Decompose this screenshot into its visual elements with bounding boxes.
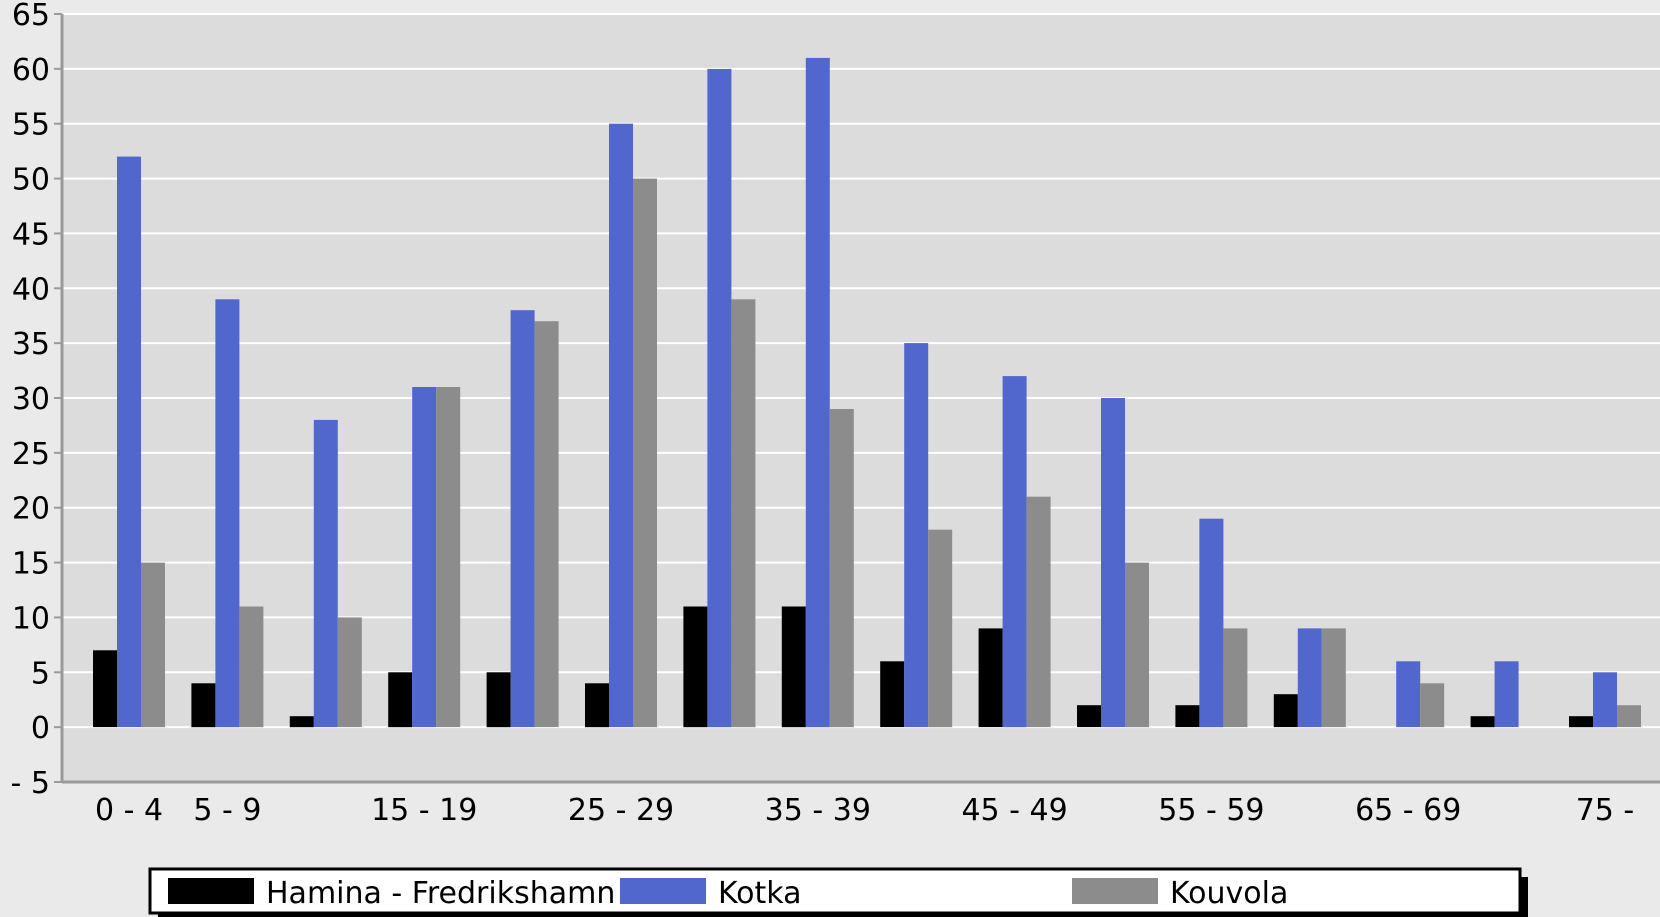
bar-hamina-fredrikshamn-14 [1470,716,1495,728]
bar-hamina-fredrikshamn-4 [486,672,511,728]
y-axis-ticks: - 5 0 5 10 15 20 25 30 35 40 45 50 55 60 65 [11,0,62,801]
legend-swatch-kouvola [1072,878,1158,904]
bar-kouvola-2 [337,617,362,728]
bar-hamina-fredrikshamn-5 [585,683,609,728]
bar-hamina-fredrikshamn-9 [978,628,1003,728]
x-tick-label: 55 - 59 [1158,793,1264,828]
bar-kotka-9 [1002,376,1027,728]
y-tick-label: 5 [31,656,50,691]
y-tick-label: 25 [12,437,50,472]
y-tick-label: 45 [12,217,50,252]
bars [93,57,1641,728]
y-tick-label: 35 [12,327,50,362]
x-axis-ticks: 0 - 4 5 - 9 15 - 19 25 - 29 35 - 39 45 - 49 55… [95,793,1634,828]
bar-hamina-fredrikshamn-10 [1077,705,1101,728]
bar-kouvola-10 [1125,562,1149,728]
bar-hamina-fredrikshamn-2 [289,716,314,728]
bar-kouvola-7 [829,409,854,728]
bar-kotka-3 [412,387,437,728]
legend-swatch-hamina [168,878,254,904]
y-tick-label: 65 [12,0,50,33]
bar-kouvola-13 [1420,683,1445,728]
y-tick-label: 0 [31,711,50,746]
bar-hamina-fredrikshamn-7 [781,606,806,728]
x-tick-label: 5 - 9 [193,793,261,828]
bar-kouvola-12 [1321,628,1346,728]
bar-kotka-11 [1199,518,1224,728]
bar-kotka-13 [1396,661,1421,728]
legend-swatch-kotka [620,878,706,904]
bar-kotka-0 [117,156,141,728]
bar-kotka-4 [510,310,535,728]
bar-kouvola-15 [1617,705,1641,728]
legend-label-kotka: Kotka [718,876,802,911]
bar-hamina-fredrikshamn-8 [880,661,905,728]
y-tick-label: 55 [12,108,50,143]
bar-kotka-12 [1297,628,1322,728]
bar-hamina-fredrikshamn-3 [388,672,413,728]
bar-hamina-fredrikshamn-12 [1273,694,1298,728]
bar-kotka-10 [1101,398,1125,728]
y-tick-label: - 5 [11,766,50,801]
bar-kouvola-11 [1223,628,1248,728]
bar-kouvola-1 [239,606,264,728]
x-tick-label: 35 - 39 [765,793,871,828]
bar-kouvola-3 [436,387,461,728]
y-tick-label: 60 [12,53,50,88]
bar-hamina-fredrikshamn-11 [1175,705,1200,728]
bar-kotka-15 [1593,672,1617,728]
x-tick-label: 75 - [1576,793,1635,828]
y-tick-label: 50 [12,163,50,198]
bar-kouvola-0 [141,562,165,728]
legend-label-kouvola: Kouvola [1170,876,1288,911]
bar-kotka-2 [313,419,338,728]
y-tick-label: 20 [12,492,50,527]
legend: Hamina - Fredrikshamn Kotka Kouvola [148,867,1528,917]
bar-kouvola-8 [928,529,953,728]
bar-kouvola-6 [731,299,756,728]
bar-kouvola-5 [633,178,657,728]
bar-hamina-fredrikshamn-1 [191,683,216,728]
x-tick-label: 25 - 29 [568,793,674,828]
bar-kotka-6 [707,68,732,728]
bar-kotka-7 [805,57,830,728]
bar-kotka-8 [904,343,929,728]
x-tick-label: 15 - 19 [371,793,477,828]
bar-hamina-fredrikshamn-15 [1569,716,1593,728]
legend-box [148,867,1522,915]
bar-kotka-14 [1494,661,1519,728]
y-tick-label: 40 [12,272,50,307]
x-tick-label: 0 - 4 [95,793,163,828]
bar-kouvola-9 [1026,496,1051,728]
bar-kotka-5 [609,123,633,728]
bar-kotka-1 [215,299,240,728]
bar-hamina-fredrikshamn-0 [93,650,117,728]
y-tick-label: 30 [12,382,50,417]
x-tick-label: 45 - 49 [961,793,1067,828]
y-tick-label: 15 [12,547,50,582]
bar-hamina-fredrikshamn-6 [683,606,708,728]
bar-kouvola-4 [534,321,559,728]
x-tick-label: 65 - 69 [1355,793,1461,828]
legend-label-hamina: Hamina - Fredrikshamn [266,876,615,911]
y-tick-label: 10 [12,601,50,636]
